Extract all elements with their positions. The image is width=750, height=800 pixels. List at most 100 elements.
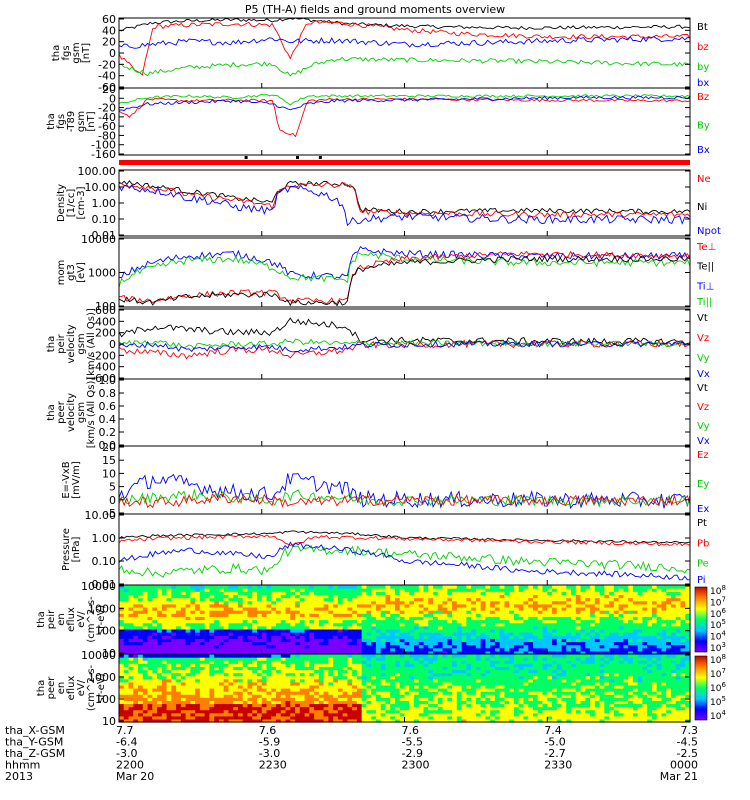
spectrogram-cell bbox=[214, 650, 220, 655]
spectrogram-cell bbox=[399, 697, 406, 701]
spectrogram-cell bbox=[585, 613, 591, 617]
spectrogram-cell bbox=[475, 641, 482, 646]
spectrogram-cell bbox=[523, 644, 529, 649]
spectrogram-cell bbox=[237, 641, 244, 646]
spectrogram-cell bbox=[528, 718, 534, 723]
spectrogram-cell bbox=[218, 672, 225, 677]
spectrogram-cell bbox=[651, 622, 658, 627]
spectrogram-cell bbox=[513, 678, 520, 683]
spectrogram-cell bbox=[138, 594, 144, 599]
spectrogram-cell bbox=[218, 718, 225, 723]
spectrogram-cell bbox=[285, 606, 291, 611]
spectrogram-cell bbox=[247, 672, 253, 677]
spectrogram-cell bbox=[119, 715, 125, 720]
spectrogram-cell bbox=[142, 644, 149, 649]
spectrogram-cell bbox=[661, 613, 667, 617]
y-tick-label: 10.00 bbox=[85, 509, 117, 522]
spectrogram-cell bbox=[414, 694, 420, 698]
spectrogram-cell bbox=[157, 684, 163, 689]
spectrogram-cell bbox=[214, 613, 220, 617]
spectrogram-cell bbox=[123, 594, 130, 599]
spectrogram-cell bbox=[518, 660, 525, 664]
spectrogram-cell bbox=[161, 632, 168, 636]
spectrogram-cell bbox=[523, 597, 529, 602]
spectrogram-cell bbox=[218, 585, 225, 589]
spectrogram-cell bbox=[242, 619, 249, 624]
spectrogram-cell bbox=[280, 660, 287, 664]
spectrogram-cell bbox=[618, 635, 624, 639]
spectrogram-cell bbox=[547, 591, 553, 596]
spectrogram-cell bbox=[328, 681, 334, 686]
spectrogram-cell bbox=[385, 654, 391, 658]
spectrogram-cell bbox=[547, 610, 553, 614]
spectrogram-cell bbox=[266, 700, 272, 705]
spectrogram-cell bbox=[494, 594, 501, 599]
spectrogram-cell bbox=[518, 666, 525, 671]
spectrogram-cell bbox=[190, 632, 196, 636]
spectrogram-cell bbox=[309, 650, 315, 655]
spectrogram-cell bbox=[304, 657, 310, 661]
spectrogram-cell bbox=[490, 610, 496, 614]
spectrogram-cell bbox=[342, 663, 348, 667]
spectrogram-cell bbox=[680, 603, 686, 608]
spectrogram-cell bbox=[128, 632, 134, 636]
spectrogram-cell bbox=[371, 666, 377, 671]
spectrogram-cell bbox=[680, 606, 686, 611]
spectrogram-cell bbox=[675, 625, 682, 630]
spectrogram-cell bbox=[361, 600, 368, 605]
spectrogram-cell bbox=[285, 613, 291, 617]
spectrogram-cell bbox=[547, 678, 553, 683]
spectrogram-cell bbox=[352, 616, 358, 621]
spectrogram-cell bbox=[532, 678, 539, 683]
spectrogram-cell bbox=[442, 585, 448, 589]
spectrogram-cell bbox=[361, 616, 368, 621]
spectrogram-cell bbox=[157, 597, 163, 602]
spectrogram-cell bbox=[328, 654, 334, 658]
spectrogram-cell bbox=[452, 638, 458, 643]
spectrogram-cell bbox=[237, 663, 244, 667]
spectrogram-cell bbox=[138, 585, 144, 589]
spectrogram-cell bbox=[328, 625, 334, 630]
spectrogram-cell bbox=[399, 594, 406, 599]
spectrogram-cell bbox=[199, 616, 206, 621]
spectrogram-cell bbox=[228, 635, 234, 639]
spectrogram-cell bbox=[675, 650, 682, 655]
spectrogram-cell bbox=[366, 616, 372, 621]
spectrogram-cell bbox=[171, 647, 177, 652]
spectrogram-cell bbox=[247, 632, 253, 636]
spectrogram-cell bbox=[375, 691, 382, 695]
spectrogram-cell bbox=[532, 606, 539, 611]
spectrogram-cell bbox=[456, 647, 463, 652]
spectrogram-cell bbox=[428, 594, 434, 599]
spectrogram-cell bbox=[509, 619, 515, 624]
spectrogram-cell bbox=[223, 613, 230, 617]
spectrogram-cell bbox=[532, 666, 539, 671]
spectrogram-cell bbox=[337, 666, 344, 671]
spectrogram-cell bbox=[661, 606, 667, 611]
spectrogram-cell bbox=[380, 675, 387, 680]
spectrogram-cell bbox=[509, 585, 515, 589]
spectrogram-cell bbox=[375, 622, 382, 627]
spectrogram-cell bbox=[228, 616, 234, 621]
spectrogram-cell bbox=[513, 688, 520, 692]
spectrogram-cell bbox=[628, 610, 634, 614]
spectrogram-cell bbox=[228, 688, 234, 692]
spectrogram-cell bbox=[280, 616, 287, 621]
spectrogram-cell bbox=[209, 635, 215, 639]
spectrogram-cell bbox=[271, 650, 277, 655]
spectrogram-cell bbox=[309, 628, 315, 633]
spectrogram-cell bbox=[447, 591, 453, 596]
series-line-vz bbox=[118, 339, 691, 360]
spectrogram-cell bbox=[375, 594, 382, 599]
spectrogram-cell bbox=[552, 628, 558, 633]
spectrogram-cell bbox=[123, 622, 130, 627]
spectrogram-cell bbox=[590, 585, 596, 589]
spectrogram-cell bbox=[599, 616, 605, 621]
spectrogram-cell bbox=[613, 594, 620, 599]
spectrogram-cell bbox=[361, 632, 368, 636]
spectrogram-cell bbox=[585, 622, 591, 627]
spectrogram-cell bbox=[133, 622, 139, 627]
legend-label: Vx bbox=[697, 369, 710, 380]
spectrogram-cell bbox=[252, 663, 258, 667]
spectrogram-cell bbox=[628, 638, 634, 643]
